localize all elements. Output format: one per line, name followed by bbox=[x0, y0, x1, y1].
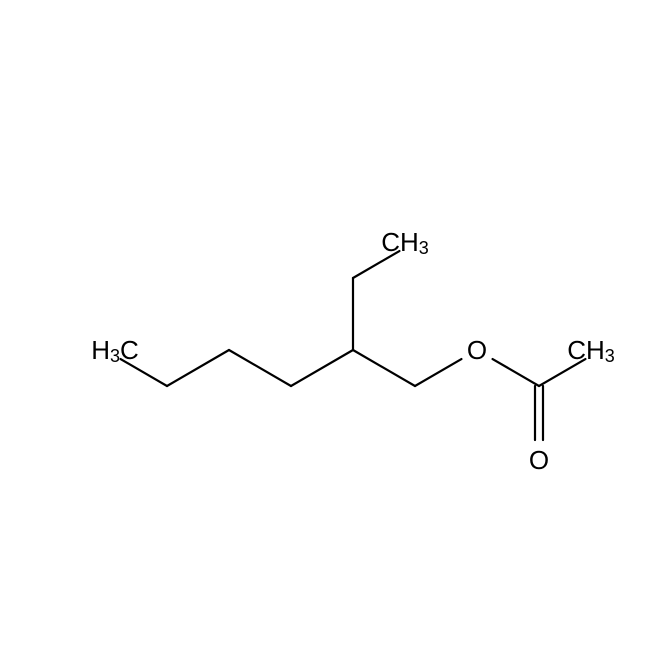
atom-label: O bbox=[529, 445, 549, 475]
atom-label: CH3 bbox=[381, 227, 429, 258]
bond-single bbox=[415, 359, 461, 386]
bond-single bbox=[229, 350, 291, 386]
chemical-structure-diagram: H3C O CH3 O CH3 bbox=[0, 0, 650, 650]
bond-single bbox=[353, 350, 415, 386]
bond-single bbox=[291, 350, 353, 386]
atom-label: H3C bbox=[91, 335, 139, 366]
atom-label: CH3 bbox=[567, 335, 615, 366]
atom-label: O bbox=[467, 335, 487, 365]
bond-single bbox=[493, 359, 539, 386]
bond-single bbox=[167, 350, 229, 386]
